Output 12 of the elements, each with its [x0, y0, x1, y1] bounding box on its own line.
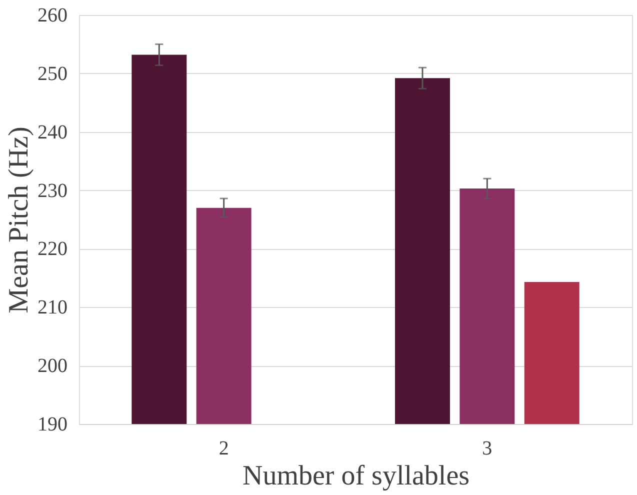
y-axis-title: Mean Pitch (Hz)	[4, 126, 34, 314]
y-tick-label: 210	[38, 296, 68, 319]
x-tick-label: 2	[218, 438, 229, 460]
y-tick-label: 250	[38, 62, 68, 85]
y-tick-label: 230	[38, 180, 68, 202]
y-tick-label: 200	[38, 355, 68, 378]
x-axis-title: Number of syllables	[242, 460, 470, 492]
x-tick-label: 3	[482, 438, 492, 460]
y-tick-label: 260	[38, 4, 68, 26]
y-tick-label: 240	[38, 121, 68, 144]
y-tick-label: 220	[38, 238, 68, 260]
y-tick-label: 190	[38, 414, 68, 436]
